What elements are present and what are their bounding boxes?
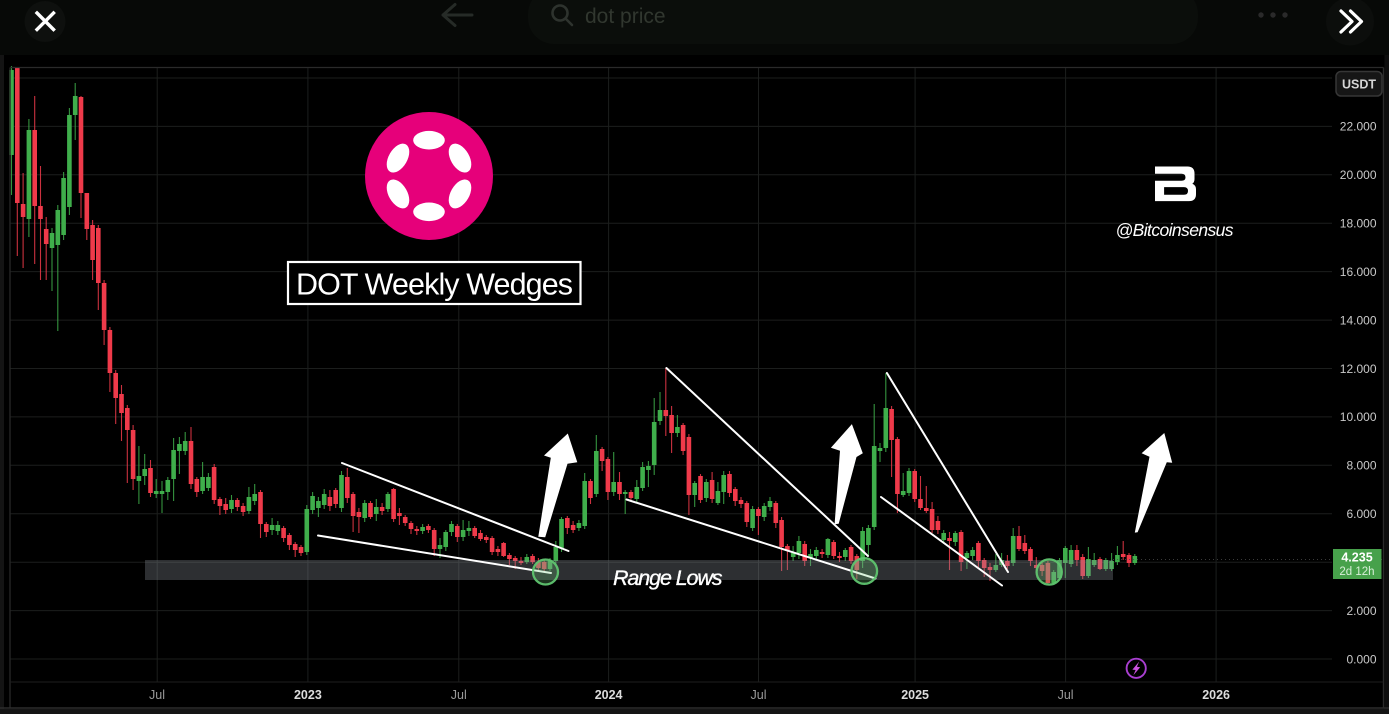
svg-text:Jul: Jul <box>1058 688 1074 702</box>
svg-text:2025: 2025 <box>901 688 929 702</box>
svg-text:4.235: 4.235 <box>1341 551 1372 565</box>
svg-text:8.000: 8.000 <box>1346 459 1376 473</box>
svg-text:2.000: 2.000 <box>1346 604 1376 618</box>
svg-text:Range Lows: Range Lows <box>613 566 723 590</box>
svg-text:0.000: 0.000 <box>1346 652 1376 666</box>
svg-text:20.000: 20.000 <box>1340 168 1377 182</box>
svg-text:2024: 2024 <box>595 688 623 702</box>
svg-text:18.000: 18.000 <box>1340 217 1377 231</box>
svg-text:USDT: USDT <box>1342 78 1376 92</box>
svg-text:Jul: Jul <box>451 688 467 702</box>
svg-text:10.000: 10.000 <box>1340 410 1377 424</box>
svg-text:12.000: 12.000 <box>1340 362 1377 376</box>
svg-text:DOT Weekly Wedges: DOT Weekly Wedges <box>296 268 573 302</box>
svg-text:2026: 2026 <box>1202 688 1230 702</box>
svg-text:2023: 2023 <box>294 688 322 702</box>
svg-text:14.000: 14.000 <box>1340 313 1377 327</box>
svg-text:16.000: 16.000 <box>1340 265 1377 279</box>
svg-text:22.000: 22.000 <box>1340 120 1377 134</box>
svg-text:@Bitcoinsensus: @Bitcoinsensus <box>1116 220 1234 240</box>
svg-text:Jul: Jul <box>751 688 767 702</box>
svg-text:Jul: Jul <box>149 688 165 702</box>
svg-text:6.000: 6.000 <box>1346 507 1376 521</box>
svg-text:2d 12h: 2d 12h <box>1339 566 1374 578</box>
svg-text:dot price: dot price <box>585 5 666 28</box>
